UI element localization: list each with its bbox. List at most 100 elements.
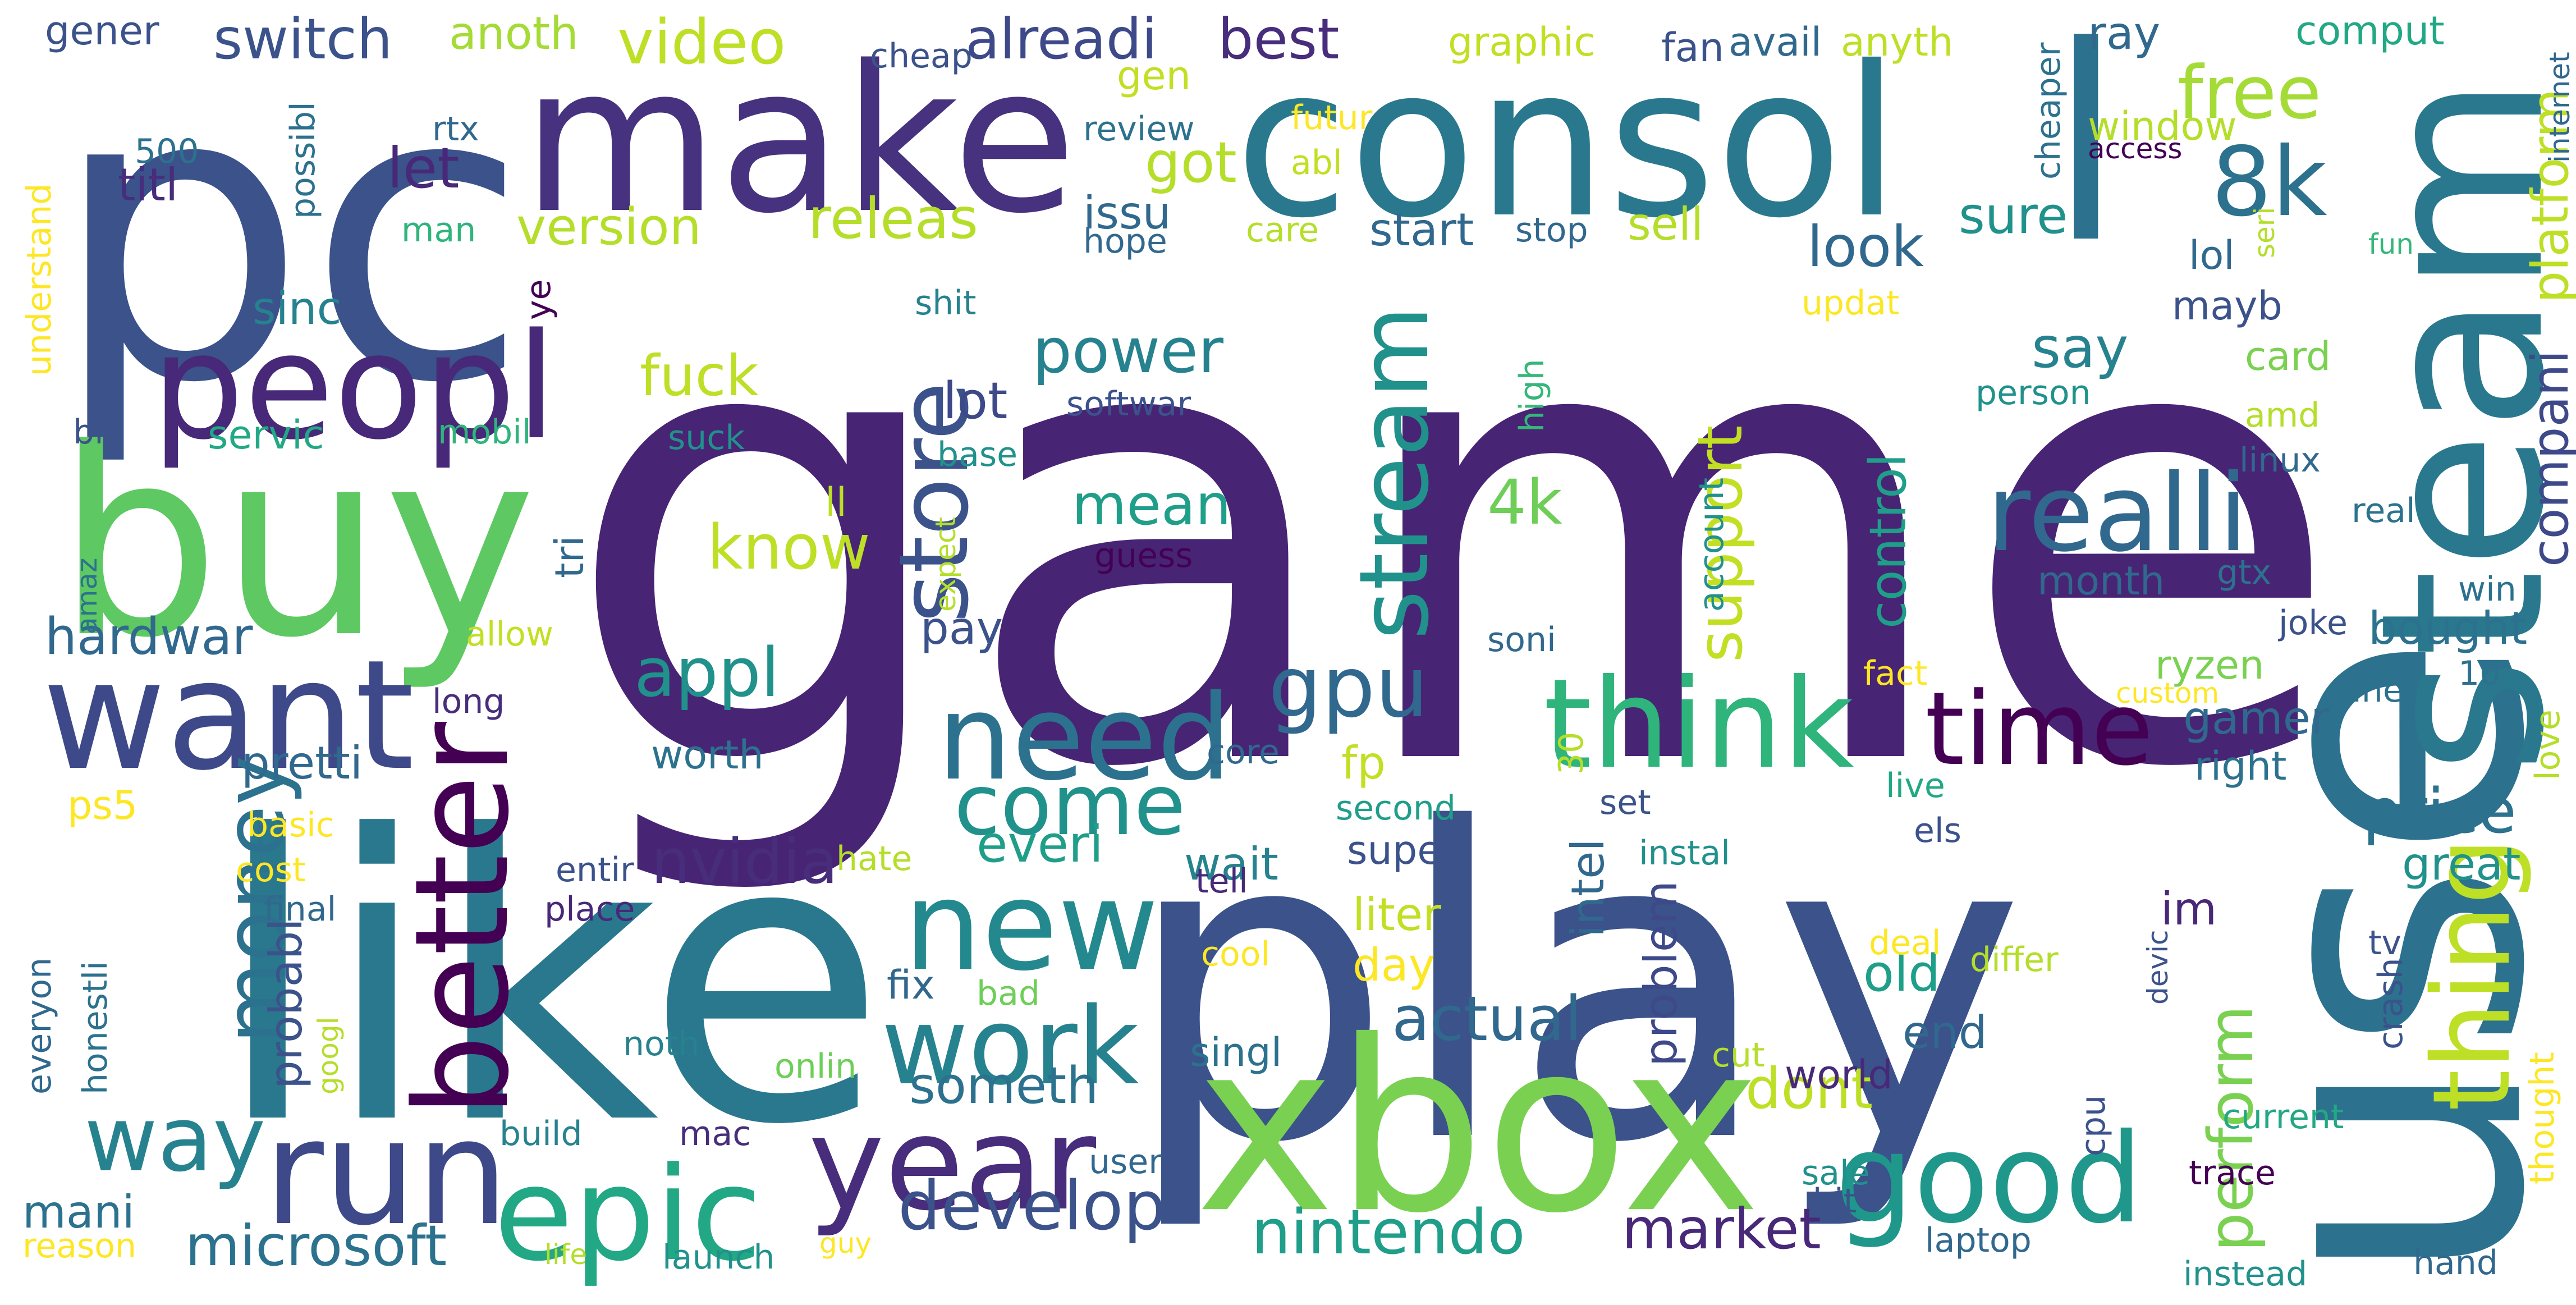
word-cool: cool xyxy=(1201,935,1271,974)
word-cheap: cheap xyxy=(870,36,973,76)
word-softwar: softwar xyxy=(1066,384,1191,424)
word-8k: 8k xyxy=(2211,127,2327,238)
word-ray: ray xyxy=(2088,7,2161,59)
word-power: power xyxy=(1033,315,1223,387)
word-appl: appl xyxy=(634,634,780,712)
word-alreadi: alreadi xyxy=(965,6,1158,72)
word-crash: crash xyxy=(2371,958,2410,1050)
word-possibl: possibl xyxy=(283,102,323,219)
word-build: build xyxy=(499,1114,583,1153)
word-graphic: graphic xyxy=(1448,19,1596,65)
word-man: man xyxy=(401,210,476,250)
word-honestli: honestli xyxy=(76,961,115,1095)
word-dont: dont xyxy=(1745,1056,1873,1121)
word-come: come xyxy=(954,757,1186,854)
word-love: love xyxy=(2528,709,2568,780)
word-say: say xyxy=(2032,315,2129,381)
word-fix: fix xyxy=(887,962,935,1008)
word-develop: develop xyxy=(898,1167,1166,1246)
word-microsoft: microsoft xyxy=(185,1213,447,1279)
word-launch: launch xyxy=(662,1238,775,1277)
word-mac: mac xyxy=(679,1114,751,1153)
word-world: world xyxy=(1785,1052,1893,1098)
word-futur: futur xyxy=(1291,98,1373,138)
word-onlin: onlin xyxy=(774,1047,857,1086)
word-year: year xyxy=(808,1089,1097,1239)
word-problem: problem xyxy=(1635,880,1687,1066)
word-anoth: anoth xyxy=(449,7,579,59)
word-probabl: probabl xyxy=(260,918,312,1089)
word-account: account xyxy=(1692,477,1731,612)
word-hope: hope xyxy=(1083,222,1167,261)
word-cpu: cpu xyxy=(2074,1095,2113,1156)
word-noth: noth xyxy=(623,1024,700,1064)
word-fan: fan xyxy=(1661,25,1724,71)
word-second: second xyxy=(1336,789,1456,828)
word-market: market xyxy=(1622,1196,1821,1262)
word-hate: hate xyxy=(836,839,913,878)
word-amd: amd xyxy=(2245,396,2320,435)
word-hand: hand xyxy=(2413,1243,2498,1283)
word-review: review xyxy=(1083,109,1195,149)
word-start: start xyxy=(1369,204,1474,256)
word-bit: bit xyxy=(1813,1182,1857,1221)
word-thought: thought xyxy=(2523,1052,2562,1184)
word-laptop: laptop xyxy=(1925,1221,2032,1260)
word-someth: someth xyxy=(909,1056,1099,1115)
word-understand: understand xyxy=(20,183,59,376)
word-intel: intel xyxy=(1562,839,1614,937)
word-500: 500 xyxy=(135,132,199,171)
word-bought: bought xyxy=(2368,602,2528,654)
word-life: life xyxy=(544,1238,588,1271)
word-sale: sale xyxy=(1802,1153,1870,1193)
word-let: let xyxy=(387,135,460,201)
word-comput: comput xyxy=(2295,8,2445,54)
word-suck: suck xyxy=(668,418,745,457)
word-seri: seri xyxy=(2248,207,2281,258)
word-actual: actual xyxy=(1392,983,1582,1055)
word-amaz: amaz xyxy=(71,557,103,634)
word-mayb: mayb xyxy=(2172,283,2282,329)
word-user: user xyxy=(1089,1142,1162,1182)
word-fine: fine xyxy=(2340,671,2404,710)
word-person: person xyxy=(1975,373,2091,413)
word-good: good xyxy=(1835,1107,2143,1251)
word-tv: tv xyxy=(2368,923,2402,963)
word-internet: internet xyxy=(2543,52,2576,163)
word-work: work xyxy=(881,985,1139,1109)
word-game: game xyxy=(561,173,2345,905)
word-titl: titl xyxy=(118,159,178,211)
word-entir: entir xyxy=(556,850,634,890)
word-know: know xyxy=(707,511,870,583)
word-buy: buy xyxy=(56,394,537,694)
word-wait: wait xyxy=(1184,838,1279,890)
word-real: real xyxy=(2352,491,2415,530)
word-card: card xyxy=(2245,333,2331,379)
word-core: core xyxy=(1207,732,1280,772)
word-compani: compani xyxy=(2521,350,2576,567)
word-deal: deal xyxy=(1869,923,1941,963)
word-think: think xyxy=(1543,652,1854,796)
word-time: time xyxy=(1925,671,2153,788)
word-liter: liter xyxy=(1353,889,1441,941)
word-googl: googl xyxy=(312,1016,345,1095)
word-version: version xyxy=(516,198,702,257)
word-current: current xyxy=(2222,1097,2344,1137)
word-control: control xyxy=(1859,454,1918,629)
word-play: play xyxy=(1122,740,2026,1236)
word-l: l xyxy=(2048,0,2124,303)
word-releas: releas xyxy=(808,186,979,251)
word-mobil: mobil xyxy=(438,413,531,452)
word-mani: mani xyxy=(22,1186,135,1238)
word-cost: cost xyxy=(236,850,306,890)
word-everi: everi xyxy=(977,815,1104,874)
word-mean: mean xyxy=(1072,472,1231,538)
word-gen: gen xyxy=(1117,53,1191,99)
word-ps5: ps5 xyxy=(67,782,138,828)
word-xbox: xbox xyxy=(1195,991,1761,1265)
word-end: end xyxy=(1903,1006,1987,1059)
word-big: big xyxy=(73,413,125,452)
word-right: right xyxy=(2194,743,2287,789)
word-lot: lot xyxy=(943,372,1008,431)
word-issu: issu xyxy=(1083,187,1171,239)
